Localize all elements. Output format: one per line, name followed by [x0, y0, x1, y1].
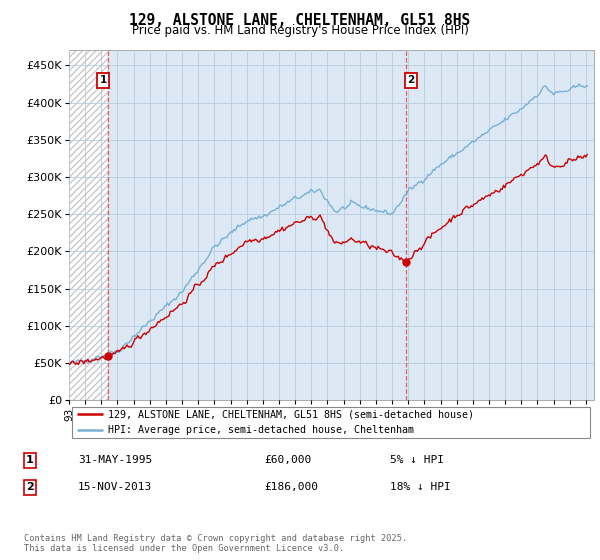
Bar [69, 50, 108, 400]
Text: Contains HM Land Registry data © Crown copyright and database right 2025.
This d: Contains HM Land Registry data © Crown c… [24, 534, 407, 553]
Text: 2: 2 [26, 482, 34, 492]
Text: 18% ↓ HPI: 18% ↓ HPI [390, 482, 451, 492]
Text: 129, ALSTONE LANE, CHELTENHAM, GL51 8HS (semi-detached house): 129, ALSTONE LANE, CHELTENHAM, GL51 8HS … [109, 409, 475, 419]
Text: 129, ALSTONE LANE, CHELTENHAM, GL51 8HS: 129, ALSTONE LANE, CHELTENHAM, GL51 8HS [130, 13, 470, 29]
Text: 1: 1 [100, 75, 107, 85]
FancyBboxPatch shape [71, 407, 590, 438]
Text: £186,000: £186,000 [264, 482, 318, 492]
Text: 5% ↓ HPI: 5% ↓ HPI [390, 455, 444, 465]
Text: HPI: Average price, semi-detached house, Cheltenham: HPI: Average price, semi-detached house,… [109, 425, 415, 435]
Text: 31-MAY-1995: 31-MAY-1995 [78, 455, 152, 465]
Text: £60,000: £60,000 [264, 455, 311, 465]
Text: 2: 2 [407, 75, 415, 85]
Text: Price paid vs. HM Land Registry's House Price Index (HPI): Price paid vs. HM Land Registry's House … [131, 24, 469, 37]
Text: 15-NOV-2013: 15-NOV-2013 [78, 482, 152, 492]
Bar [69, 50, 108, 400]
Text: 1: 1 [26, 455, 34, 465]
